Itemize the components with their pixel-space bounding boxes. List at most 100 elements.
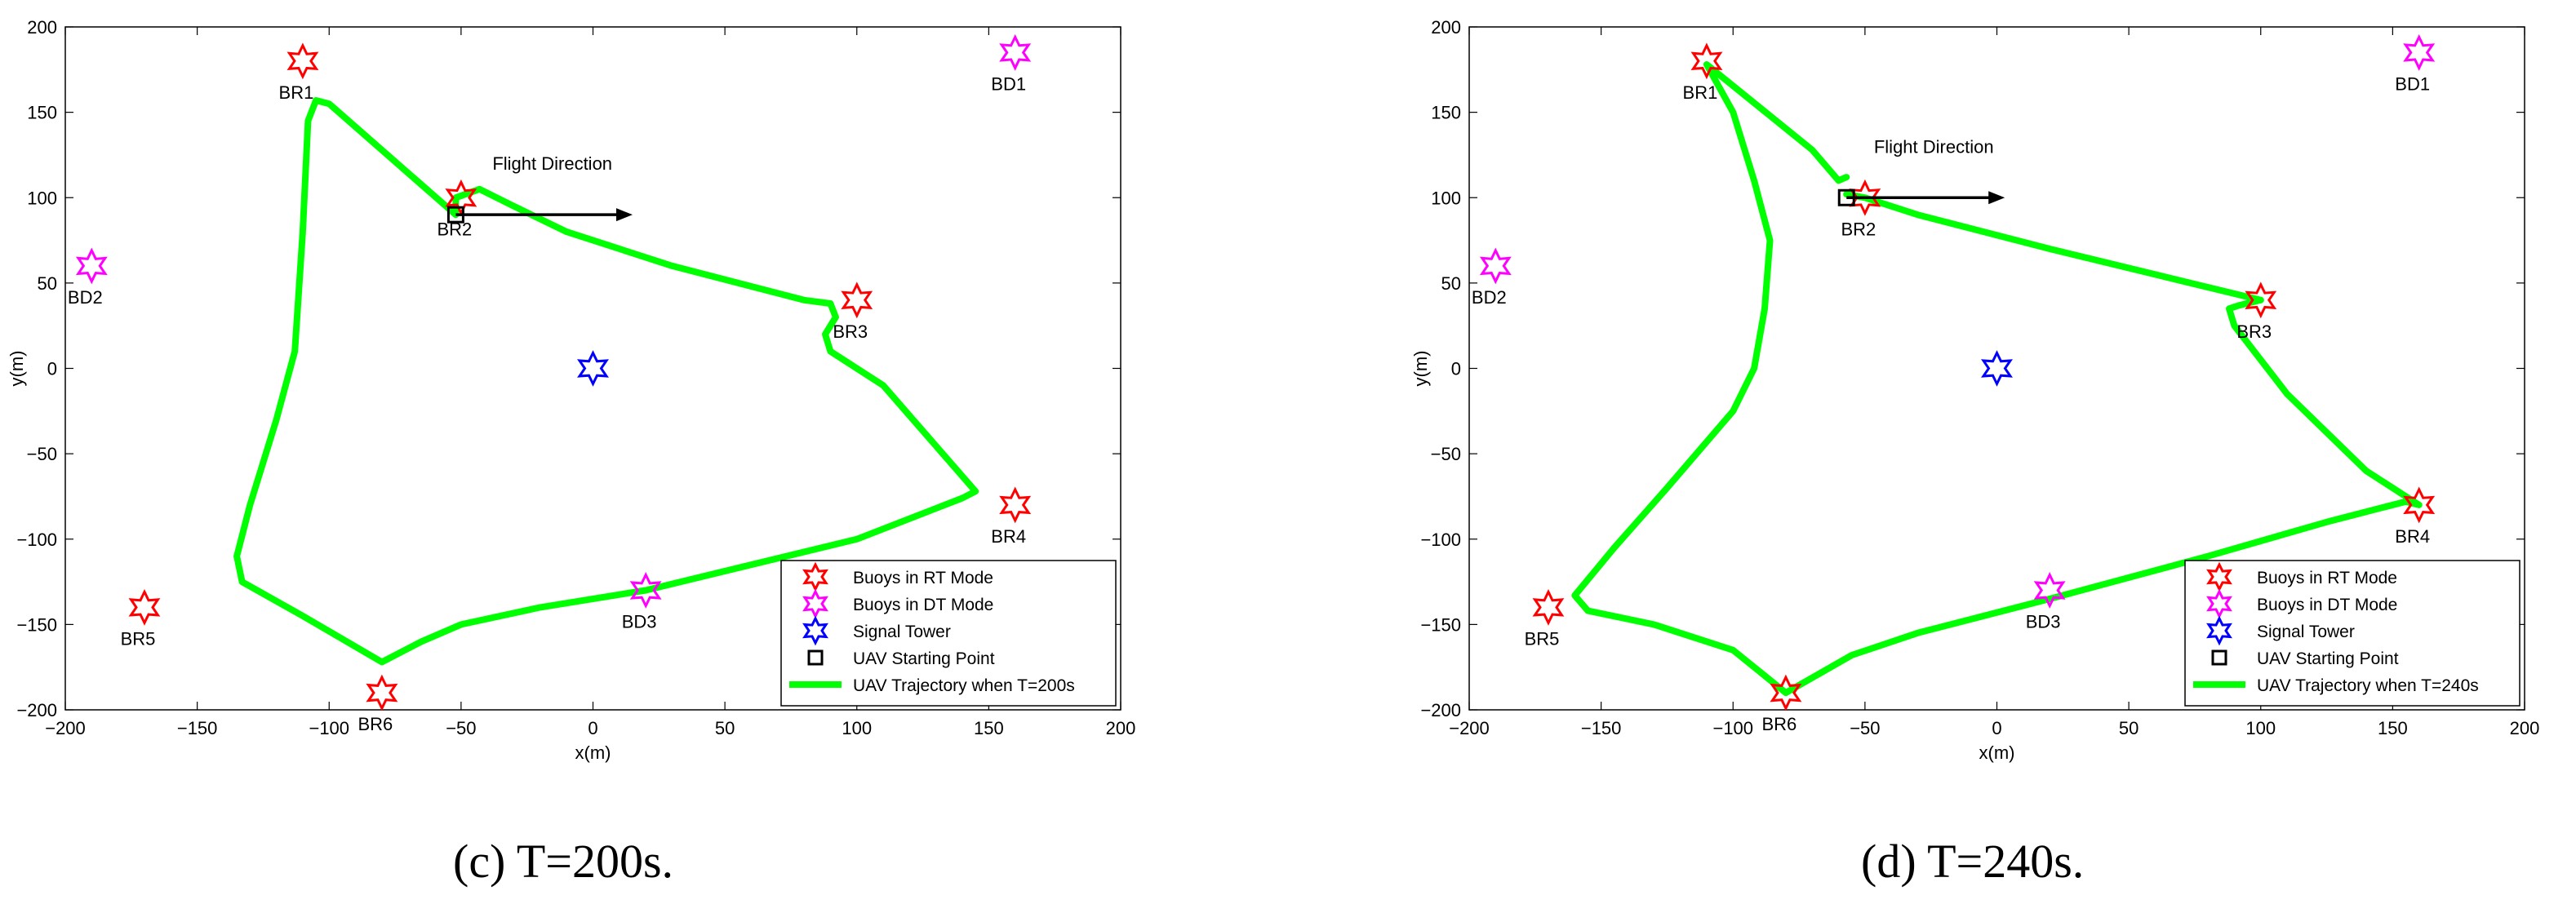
legend-entry-4: UAV Trajectory when T=240s <box>2257 676 2479 695</box>
buoy-label-br5: BR5 <box>1525 628 1560 649</box>
y-tick-label: −100 <box>16 530 57 550</box>
buoy-rt-marker-br5 <box>128 588 161 626</box>
flight-direction-arrowhead <box>1988 191 2005 205</box>
x-tick-label: −50 <box>446 718 476 738</box>
buoy-dt-marker-bd3 <box>629 572 662 609</box>
legend-entry-0: Buoys in RT Mode <box>2257 569 2397 587</box>
x-tick-label: −100 <box>1712 718 1753 738</box>
chart-d: −200 −150 −100 −50 0 50 100 150 200 200 150 100 50 0 −… <box>1410 17 2540 763</box>
y-tick-label: 50 <box>38 273 57 294</box>
x-tick-label: 200 <box>1106 718 1136 738</box>
x-tick-label: 100 <box>842 718 872 738</box>
legend-entry-3: UAV Starting Point <box>2257 649 2399 668</box>
x-tick-label: 50 <box>2119 718 2139 738</box>
flight-direction-label: Flight Direction <box>492 153 612 174</box>
y-tick-label: −50 <box>27 444 57 464</box>
x-axis-label: x(m) <box>575 742 611 763</box>
flight-direction-label: Flight Direction <box>1874 136 1994 157</box>
legend-entry-2: Signal Tower <box>853 623 951 641</box>
x-tick-label: −100 <box>309 718 349 738</box>
x-tick-label: −150 <box>177 718 218 738</box>
x-tick-label: 0 <box>588 718 597 738</box>
y-tick-label: −200 <box>16 700 57 720</box>
buoy-rt-marker-br1 <box>286 42 319 80</box>
caption-d: (d) T=240s. <box>1861 835 2085 888</box>
y-tick-label: 100 <box>1431 188 1461 208</box>
buoy-label-br2: BR2 <box>1841 219 1876 239</box>
uav-trajectory <box>233 97 979 666</box>
buoy-dt-marker-bd2 <box>75 247 108 285</box>
y-tick-label: −150 <box>16 614 57 635</box>
x-tick-label: 200 <box>2510 718 2540 738</box>
y-tick-label: 100 <box>27 188 57 208</box>
x-tick-label: 150 <box>974 718 1004 738</box>
legend-entry-1: Buoys in DT Mode <box>853 596 993 614</box>
buoy-label-br1: BR1 <box>279 82 314 103</box>
legend-entry-4: UAV Trajectory when T=200s <box>853 676 1075 695</box>
x-tick-label: −150 <box>1581 718 1622 738</box>
buoy-label-br5: BR5 <box>121 628 156 649</box>
x-tick-label: 150 <box>2378 718 2408 738</box>
buoy-label-br4: BR4 <box>2395 526 2430 547</box>
legend-entry-0: Buoys in RT Mode <box>853 569 993 587</box>
buoy-label-br3: BR3 <box>2236 321 2272 342</box>
buoy-rt-marker-br3 <box>2245 281 2277 319</box>
legend-tower-icon <box>802 615 828 646</box>
x-tick-label: 0 <box>1992 718 2001 738</box>
legend-start-icon <box>2211 649 2227 666</box>
buoy-dt-marker-bd3 <box>2033 572 2066 609</box>
x-tick-label: 50 <box>715 718 735 738</box>
buoy-rt-marker-br6 <box>1770 674 1802 711</box>
legend-tower-icon <box>2206 615 2232 646</box>
buoy-label-bd2: BD2 <box>68 287 103 308</box>
y-tick-label: 0 <box>1451 359 1461 379</box>
y-tick-label: 50 <box>1441 273 1461 294</box>
buoy-label-br6: BR6 <box>1762 714 1797 734</box>
buoy-dt-marker-bd1 <box>999 33 1032 71</box>
buoy-label-bd1: BD1 <box>2395 73 2430 94</box>
y-tick-label: −50 <box>1431 444 1461 464</box>
buoy-rt-marker-br6 <box>366 674 398 711</box>
x-tick-label: −50 <box>1850 718 1880 738</box>
buoy-rt-marker-br1 <box>1690 42 1723 80</box>
x-axis-label: x(m) <box>1979 742 2015 763</box>
signal-tower-marker <box>577 350 609 387</box>
chart-c: −200 −150 −100 −50 0 50 100 150 200 200 150 100 50 0 −… <box>7 17 1136 763</box>
y-axis-label: y(m) <box>7 351 27 387</box>
buoy-rt-marker-br4 <box>999 486 1032 524</box>
y-tick-label: −200 <box>1420 700 1461 720</box>
buoy-dt-marker-bd2 <box>1479 247 1512 285</box>
buoy-label-bd1: BD1 <box>991 73 1026 94</box>
panel-d: −200 −150 −100 −50 0 50 100 150 200 200 150 100 50 0 −… <box>1404 0 2576 913</box>
buoy-rt-marker-br3 <box>841 281 873 319</box>
flight-direction-arrowhead <box>615 208 633 222</box>
buoy-label-br6: BR6 <box>358 714 393 734</box>
buoy-rt-marker-br4 <box>2403 486 2436 524</box>
legend-entry-2: Signal Tower <box>2257 623 2355 641</box>
buoy-rt-marker-br5 <box>1532 588 1565 626</box>
y-tick-label: −150 <box>1420 614 1461 635</box>
buoy-label-bd3: BD3 <box>622 612 657 632</box>
y-tick-label: 200 <box>27 17 57 38</box>
y-tick-label: 150 <box>1431 103 1461 123</box>
uav-trajectory <box>1571 61 2423 697</box>
y-tick-label: 150 <box>27 103 57 123</box>
x-tick-label: −200 <box>45 718 86 738</box>
buoy-label-br2: BR2 <box>437 219 472 239</box>
caption-c: (c) T=200s. <box>453 835 674 888</box>
legend-entry-3: UAV Starting Point <box>853 649 995 668</box>
buoy-label-bd3: BD3 <box>2026 612 2061 632</box>
signal-tower-marker <box>1981 350 2013 387</box>
buoy-label-br3: BR3 <box>833 321 868 342</box>
x-tick-label: −200 <box>1449 718 1490 738</box>
y-tick-label: 0 <box>47 359 57 379</box>
legend-start-icon <box>807 649 824 666</box>
buoy-rt-marker-br2 <box>445 179 477 216</box>
y-axis-label: y(m) <box>1410 351 1431 387</box>
buoy-label-bd2: BD2 <box>1472 287 1507 308</box>
legend-entry-1: Buoys in DT Mode <box>2257 596 2397 614</box>
buoy-dt-marker-bd1 <box>2403 33 2436 71</box>
y-tick-label: −100 <box>1420 530 1461 550</box>
x-tick-label: 100 <box>2245 718 2276 738</box>
panel-c: −200 −150 −100 −50 0 50 100 150 200 200 150 100 50 0 −… <box>7 17 1136 888</box>
